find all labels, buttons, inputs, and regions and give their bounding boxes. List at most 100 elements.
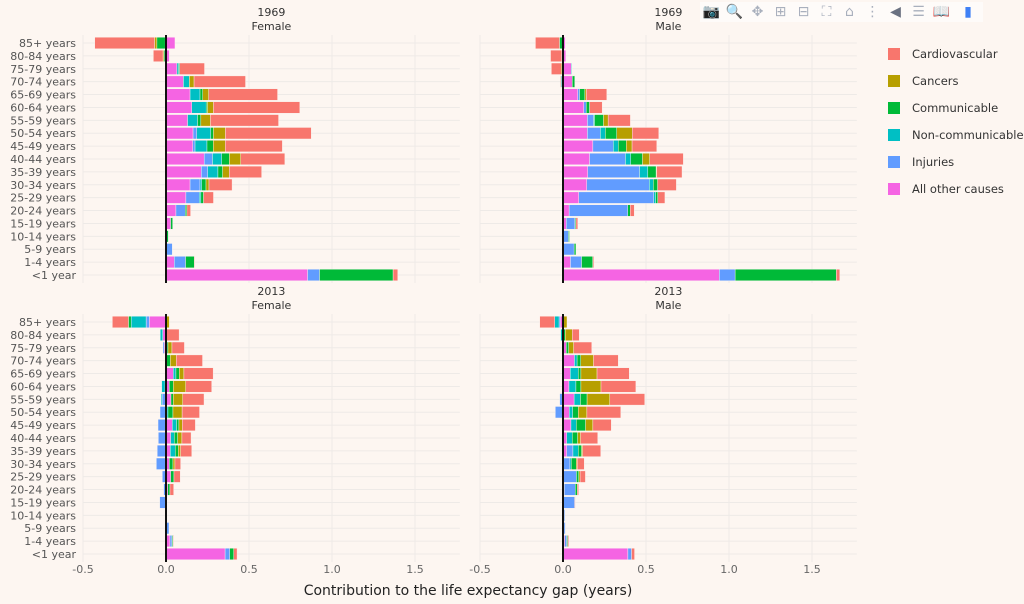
bar-communicable <box>647 165 657 178</box>
legend: Cardiovascular Cancers Communicable Non-… <box>882 40 1024 202</box>
panel-subtitle: Female <box>252 299 292 312</box>
bar-injuries <box>568 204 628 217</box>
bar-communicable <box>581 256 593 269</box>
home-icon[interactable]: ⌂ <box>845 4 854 20</box>
bar-injuries <box>563 470 577 483</box>
bar-cancers <box>202 88 209 101</box>
bar-injuries <box>307 269 320 281</box>
bar-cardiovascular <box>631 140 657 153</box>
bar-all-other-causes <box>562 354 575 367</box>
bar-non-communicable <box>600 127 606 140</box>
bar-cardiovascular <box>607 114 631 127</box>
bar-all-other-causes <box>562 127 588 140</box>
bar-cardiovascular <box>582 444 601 457</box>
legend-item-injuries[interactable]: Injuries <box>882 148 1024 175</box>
x-tick-label: 1.5 <box>803 563 821 576</box>
bar-non-communicable <box>570 419 577 432</box>
bar-all-other-causes <box>165 88 191 101</box>
x-tick-label: 1.0 <box>720 563 738 576</box>
legend-item-communicable[interactable]: Communicable <box>882 94 1024 121</box>
bar-cardiovascular <box>631 548 635 560</box>
zoom-out-icon[interactable]: ⊟ <box>797 4 810 20</box>
docs-icon[interactable]: 📖 <box>932 4 951 20</box>
bar-injuries <box>578 191 655 204</box>
pan-icon[interactable]: ✥ <box>751 4 764 20</box>
bar-cancers <box>213 127 226 140</box>
bar-injuries <box>203 153 213 165</box>
bar-all-other-causes <box>165 101 192 114</box>
bar-cardiovascular <box>656 165 683 178</box>
y-tick-label: 80-84 years <box>10 50 76 63</box>
bar-cardiovascular <box>574 496 576 509</box>
bar-cardiovascular <box>593 354 619 367</box>
y-tick-label: 55-59 years <box>10 393 76 406</box>
spike-lines-icon[interactable]: ⋮ <box>865 4 880 20</box>
bar-cancers <box>178 444 181 457</box>
bar-all-other-causes <box>165 548 226 560</box>
panel-subtitle: Male <box>655 20 681 33</box>
bar-cancers <box>578 406 588 419</box>
bar-non-communicable <box>568 380 577 393</box>
y-tick-label: 5-9 years <box>24 522 76 535</box>
bar-communicable <box>594 114 604 127</box>
bar-cardiovascular <box>233 548 238 560</box>
zoom-icon[interactable]: 🔍 <box>725 4 744 20</box>
legend-label: Non-communicable <box>912 127 1024 142</box>
bar-injuries <box>162 341 165 354</box>
bar-cardiovascular <box>550 49 562 62</box>
legend-item-non-communicable[interactable]: Non-communicable <box>882 121 1024 148</box>
bar-communicable <box>210 127 214 140</box>
bar-all-other-causes <box>165 127 194 140</box>
camera-icon[interactable]: 📷 <box>702 4 721 20</box>
bar-injuries <box>564 483 576 496</box>
hover-closest-icon[interactable]: ◀ <box>890 4 901 20</box>
x-tick-label: -0.5 <box>72 563 93 576</box>
hover-compare-icon[interactable]: ☰ <box>912 4 925 20</box>
y-tick-label: 70-74 years <box>10 76 76 89</box>
bar-cardiovascular <box>577 483 579 496</box>
bar-cancers <box>173 380 186 393</box>
bar-all-other-causes <box>562 153 590 165</box>
bar-cancers <box>626 140 633 153</box>
bar-communicable <box>217 165 223 178</box>
bar-cardiovascular <box>112 316 129 328</box>
zoom-in-icon[interactable]: ⊞ <box>774 4 787 20</box>
bar-non-communicable <box>196 127 212 140</box>
bar-communicable <box>630 153 643 165</box>
legend-label: Communicable <box>912 100 999 115</box>
bar-cancers <box>603 114 609 127</box>
bar-cardiovascular <box>609 393 645 406</box>
bar-cardiovascular <box>186 204 191 217</box>
bar-injuries <box>185 191 200 204</box>
legend-item-cardiovascular[interactable]: Cardiovascular <box>882 40 1024 67</box>
autoscale-icon[interactable]: ⛶ <box>821 4 832 20</box>
bar-injuries <box>166 243 173 256</box>
y-tick-label: 40-44 years <box>10 153 76 166</box>
bar-all-other-causes <box>165 191 187 204</box>
bar-injuries <box>562 457 571 470</box>
bar-communicable <box>229 548 234 560</box>
bar-all-other-causes <box>165 256 175 269</box>
legend-item-cancers[interactable]: Cancers <box>882 67 1024 94</box>
bar-communicable <box>174 432 178 444</box>
bar-cardiovascular <box>173 470 181 483</box>
bar-communicable <box>653 178 658 191</box>
bar-cardiovascular <box>185 380 212 393</box>
bar-communicable <box>586 101 590 114</box>
bar-all-other-causes <box>562 419 572 432</box>
bar-non-communicable <box>159 328 163 341</box>
plotly-logo-icon[interactable]: ▮ <box>964 4 972 20</box>
bar-all-other-causes <box>562 62 572 75</box>
bar-communicable <box>572 432 578 444</box>
bar-cancers <box>565 328 573 341</box>
y-tick-label: 70-74 years <box>10 355 76 368</box>
legend-item-all-other-causes[interactable]: All other causes <box>882 175 1024 202</box>
bar-injuries <box>563 522 566 535</box>
legend-swatch <box>888 101 900 114</box>
y-tick-label: 10-14 years <box>10 230 76 243</box>
bar-cardiovascular <box>210 114 279 127</box>
bar-communicable <box>576 470 579 483</box>
bar-cardiovascular <box>580 432 598 444</box>
bar-cancers <box>170 354 177 367</box>
